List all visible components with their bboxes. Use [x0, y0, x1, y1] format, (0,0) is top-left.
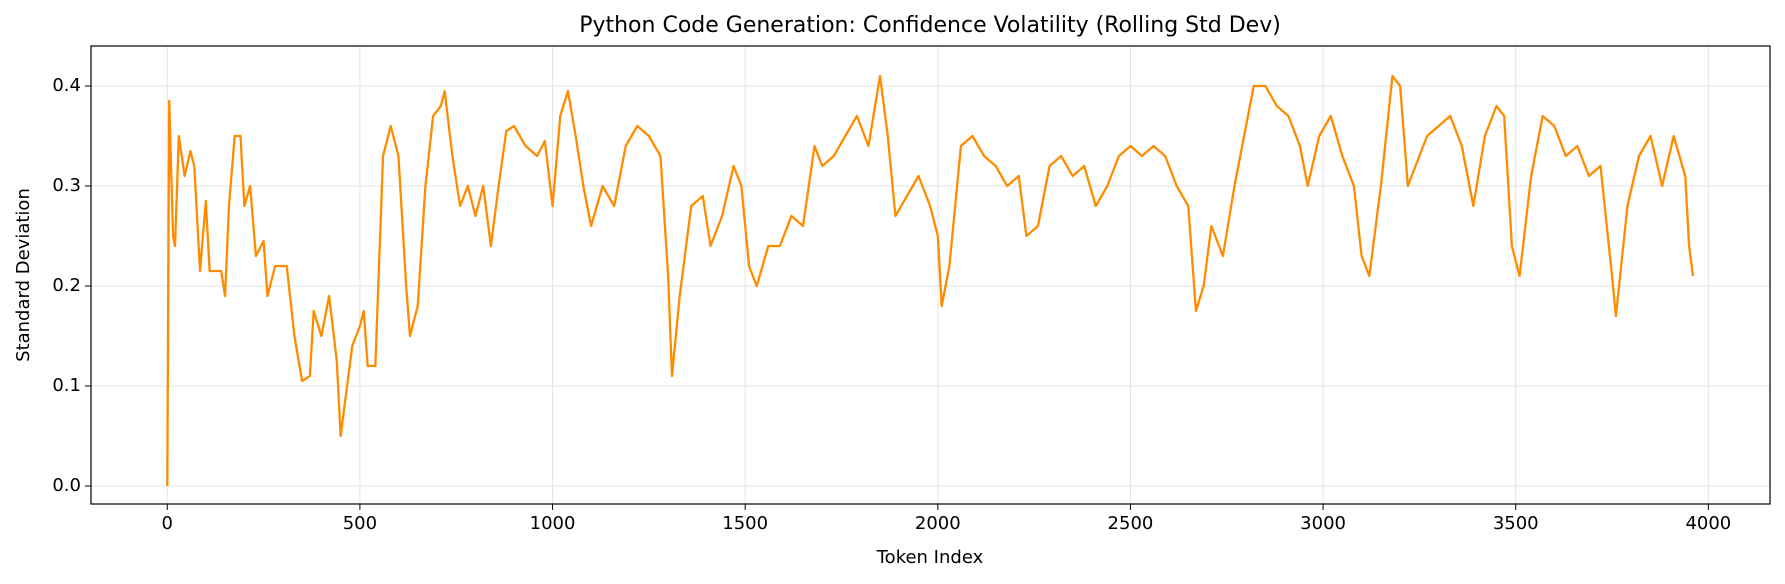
- data-line: [166, 74, 1695, 487]
- x-tick-label: 2500: [1108, 513, 1154, 534]
- x-tick-label: 2000: [915, 513, 961, 534]
- x-axis-label: Token Index: [876, 547, 984, 568]
- x-tick-label: 1000: [530, 513, 576, 534]
- x-tick-label: 3500: [1493, 513, 1539, 534]
- x-tick-label: 3000: [1300, 513, 1346, 534]
- x-tick-label: 500: [343, 513, 377, 534]
- plot-frame: [90, 45, 1771, 505]
- x-tick-label: 1500: [722, 513, 768, 534]
- x-tick-label: 4000: [1685, 513, 1731, 534]
- y-tick-label: 0.2: [52, 275, 81, 296]
- chart-title: Python Code Generation: Confidence Volat…: [579, 13, 1281, 38]
- y-tick-label: 0.4: [52, 75, 81, 96]
- y-tick-label: 0.1: [52, 375, 81, 396]
- y-tick-label: 0.3: [52, 175, 81, 196]
- x-tick-label: 0: [162, 513, 173, 534]
- y-tick-label: 0.0: [52, 475, 81, 496]
- y-axis-label: Standard Deviation: [13, 188, 34, 362]
